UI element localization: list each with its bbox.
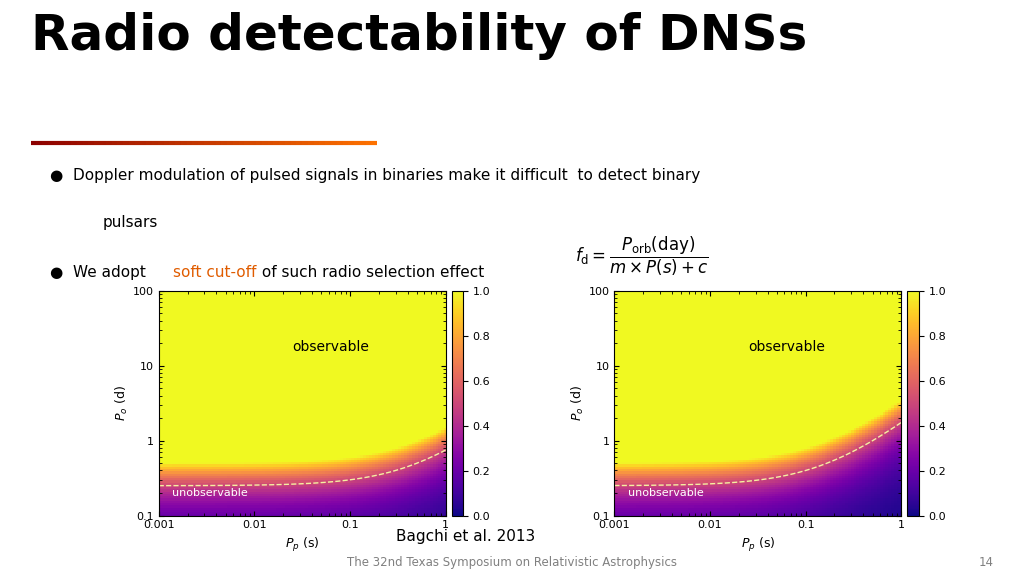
Text: Radio detectability of DNSs: Radio detectability of DNSs xyxy=(31,12,807,59)
Text: unobservable: unobservable xyxy=(172,488,248,498)
X-axis label: $P_p$ (s): $P_p$ (s) xyxy=(285,536,319,554)
Text: unobservable: unobservable xyxy=(628,488,703,498)
Text: The 32nd Texas Symposium on Relativistic Astrophysics: The 32nd Texas Symposium on Relativistic… xyxy=(347,556,677,569)
Text: observable: observable xyxy=(749,340,825,354)
X-axis label: $P_p$ (s): $P_p$ (s) xyxy=(740,536,775,554)
Text: soft cut-off: soft cut-off xyxy=(173,265,257,280)
Text: observable: observable xyxy=(293,340,370,354)
Text: ●  We adopt: ● We adopt xyxy=(50,265,151,280)
Y-axis label: $P_o$ (d): $P_o$ (d) xyxy=(114,385,130,421)
Y-axis label: $P_o$ (d): $P_o$ (d) xyxy=(569,385,586,421)
Text: ●  Doppler modulation of pulsed signals in binaries make it difficult  to detect: ● Doppler modulation of pulsed signals i… xyxy=(50,168,700,183)
Text: Bagchi et al. 2013: Bagchi et al. 2013 xyxy=(396,529,536,544)
Text: 14: 14 xyxy=(978,556,993,569)
Text: pulsars: pulsars xyxy=(102,214,159,229)
Text: $f_{\mathrm{d}} = \dfrac{P_{\mathrm{orb}}(\mathrm{day})}{m \times P(s) + c}$: $f_{\mathrm{d}} = \dfrac{P_{\mathrm{orb}… xyxy=(574,234,709,278)
Text: of such radio selection effect: of such radio selection effect xyxy=(257,265,484,280)
